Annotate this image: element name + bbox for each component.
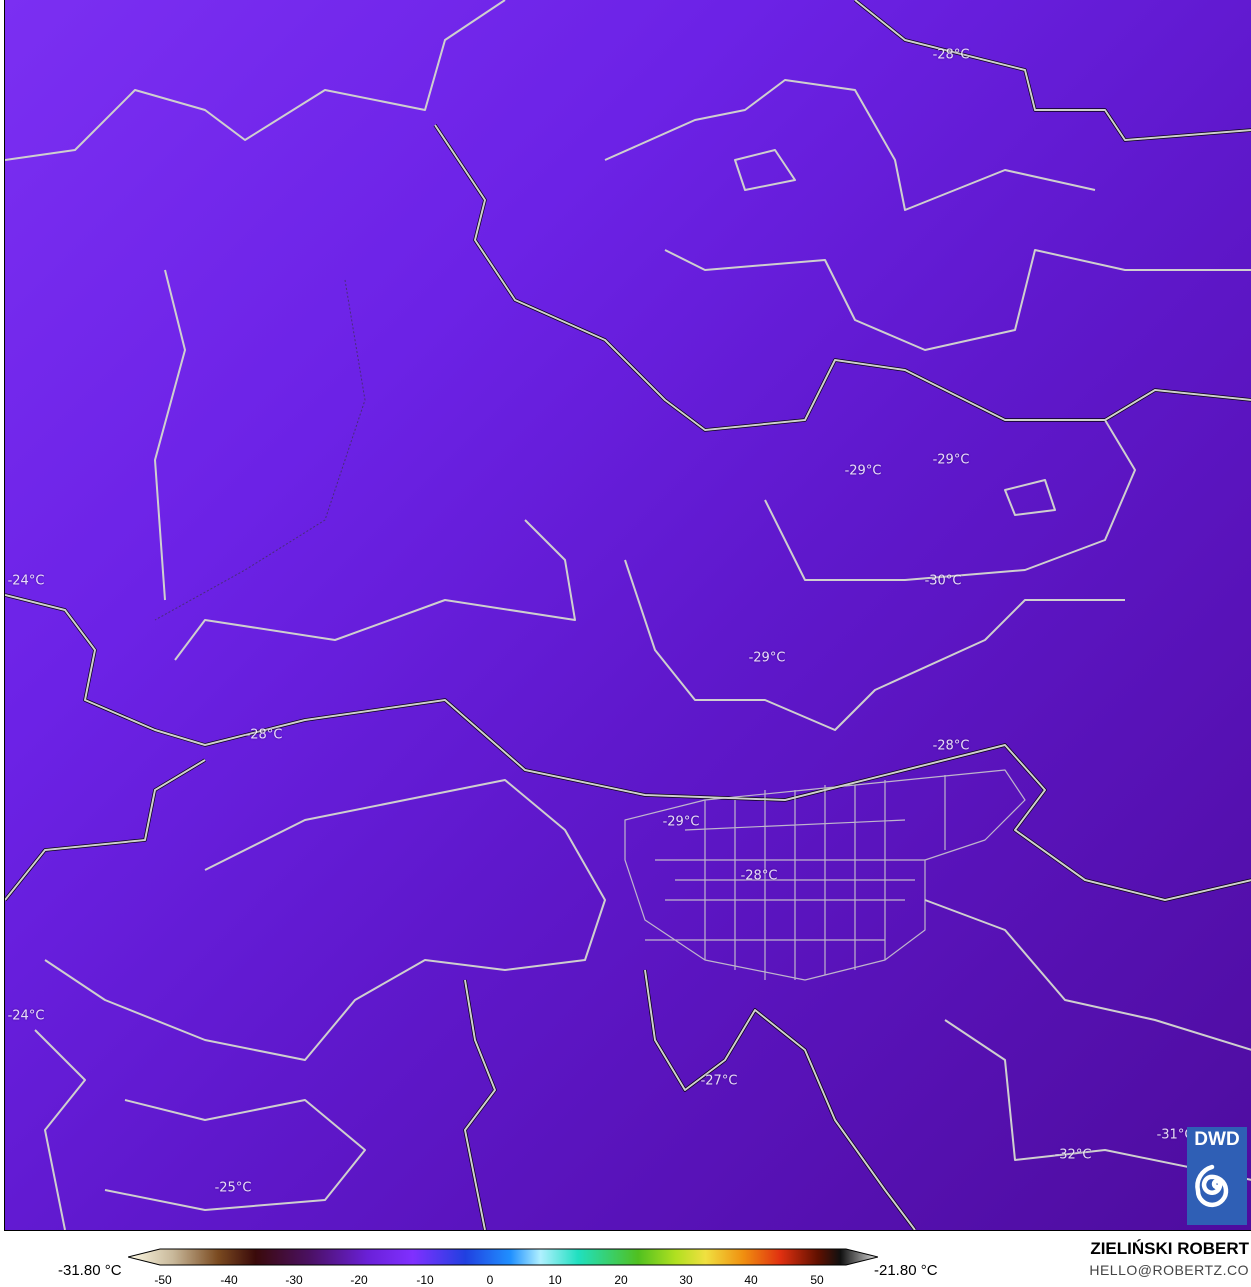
colorbar-tick: -10 xyxy=(416,1273,434,1287)
colorbar-tick: -30 xyxy=(285,1273,303,1287)
temperature-label: -28°C xyxy=(245,727,283,743)
temperature-label: -25°C xyxy=(214,1180,252,1196)
temperature-label: -29°C xyxy=(662,814,700,830)
temperature-label: -32°C xyxy=(1054,1147,1092,1163)
colorbar xyxy=(128,1248,878,1266)
temperature-label: -29°C xyxy=(748,650,786,666)
logo-text: DWD xyxy=(1194,1129,1240,1150)
temperature-label: -24°C xyxy=(7,1008,45,1024)
swirl-icon xyxy=(1195,1164,1229,1208)
temperature-map[interactable]: -28°C -29°C -29°C -24°C -30°C -29°C -28°… xyxy=(4,0,1251,1231)
colorbar-max-label: -21.80 °C xyxy=(874,1262,938,1279)
colorbar-tick: 50 xyxy=(810,1273,824,1287)
colorbar-tick: 40 xyxy=(744,1273,758,1287)
colorbar-tick: -20 xyxy=(350,1273,368,1287)
temperature-label: -29°C xyxy=(844,463,882,479)
colorbar-tick: 10 xyxy=(548,1273,562,1287)
author-email: HELLO@ROBERTZ.CO xyxy=(1089,1262,1249,1278)
colorbar-tick: -50 xyxy=(154,1273,172,1287)
temperature-label: -28°C xyxy=(932,47,970,63)
colorbar-tick: 20 xyxy=(614,1273,628,1287)
colorbar-min-label: -31.80 °C xyxy=(58,1262,122,1279)
temperature-label: -24°C xyxy=(7,573,45,589)
temperature-label: -30°C xyxy=(924,573,962,589)
borders-layer xyxy=(5,0,1251,1230)
temperature-label: -31°C xyxy=(1156,1127,1194,1143)
colorbar-tick: -40 xyxy=(220,1273,238,1287)
temperature-label: -27°C xyxy=(700,1073,738,1089)
temperature-label: -28°C xyxy=(740,868,778,884)
temperature-label: -28°C xyxy=(932,738,970,754)
colorbar-tick: 30 xyxy=(679,1273,693,1287)
temperature-label: -29°C xyxy=(932,452,970,468)
author-name: ZIELIŃSKI ROBERT xyxy=(1090,1239,1249,1258)
colorbar-tick: 0 xyxy=(486,1273,494,1287)
dwd-logo: DWD xyxy=(1187,1127,1247,1225)
